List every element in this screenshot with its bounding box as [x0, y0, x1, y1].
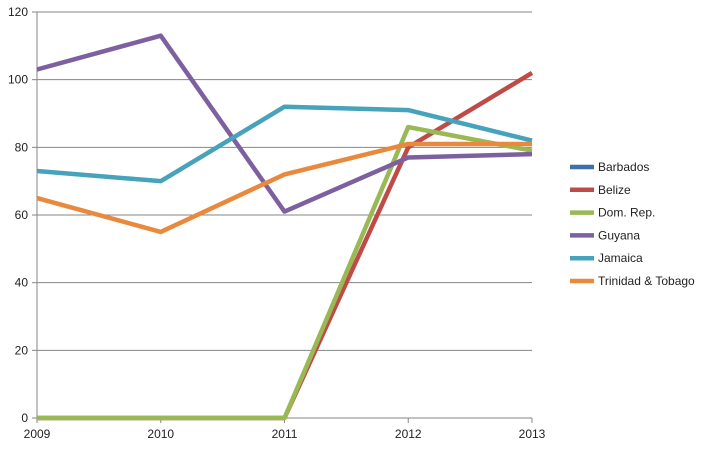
x-tick-label: 2012	[395, 427, 422, 441]
legend-label: Belize	[598, 183, 631, 197]
legend-label: Jamaica	[598, 251, 643, 265]
series-line-dom-rep-	[37, 124, 533, 421]
y-tick-label: 80	[15, 140, 29, 154]
legend-label: Barbados	[598, 160, 649, 174]
y-tick-label: 100	[8, 73, 28, 87]
y-tick-label: 60	[15, 208, 29, 222]
series-line-guyana	[36, 33, 533, 214]
y-tick-label: 120	[8, 5, 28, 19]
series-line-belize	[37, 70, 534, 421]
x-tick-label: 2009	[24, 427, 51, 441]
y-tick-label: 40	[15, 276, 29, 290]
legend-label: Guyana	[598, 228, 640, 242]
legend-label: Trinidad & Tobago	[598, 274, 695, 288]
legend: Barbados Belize Dom. Rep. Guyana Jamaica Trin…	[570, 160, 695, 288]
series-line-jamaica	[36, 104, 533, 184]
x-tick-label: 2010	[147, 427, 174, 441]
x-tick-label: 2011	[272, 427, 298, 441]
gridlines	[37, 11, 532, 351]
series-lines	[36, 33, 534, 421]
legend-label: Dom. Rep.	[598, 206, 655, 220]
y-tick-label: 20	[15, 343, 29, 357]
y-tick-label: 0	[21, 411, 28, 425]
axes: 0 20 40 60 80 100 120 2009 2010 2011 2012 2013	[8, 5, 546, 441]
series-line-trinidad-tobago	[36, 141, 532, 235]
x-tick-label: 2013	[519, 427, 546, 441]
